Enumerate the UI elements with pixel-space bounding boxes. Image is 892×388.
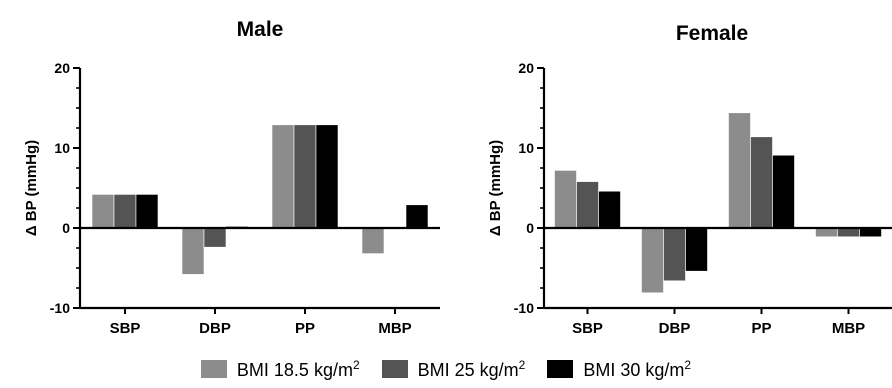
female-bar-sbp-series-3 <box>598 190 621 229</box>
male-y-tick-label--10: -10 <box>50 300 70 316</box>
female-bar-pp-series-2 <box>750 136 773 229</box>
male-y-axis-label: Δ BP (mmHg) <box>23 140 40 236</box>
female-y-tick-label-0: 0 <box>526 220 534 236</box>
female-title: Female <box>676 22 748 45</box>
legend-item-bmi-30: BMI 30 kg/m2 <box>547 358 691 381</box>
female-bar-mbp-series-3 <box>859 227 882 238</box>
female-y-tick-label-10: 10 <box>518 140 534 156</box>
female-category-label-mbp: MBP <box>832 320 865 337</box>
legend-swatch-bmi-18-5 <box>200 360 227 378</box>
legend-item-bmi-25: BMI 25 kg/m2 <box>381 357 526 381</box>
female-panel: Female Δ BP (mmHg) SBP DBP PP MBP -10 0 10 20 <box>487 22 892 337</box>
male-title: Male <box>237 18 284 41</box>
legend-swatch-bmi-25 <box>381 360 408 378</box>
male-y-tick-label-20: 20 <box>54 60 70 76</box>
legend-label-bmi-30: BMI 30 kg/m2 <box>583 357 692 380</box>
male-bar-sbp-series-1 <box>91 194 115 229</box>
male-category-label-sbp: SBP <box>110 320 141 337</box>
legend-label-bmi-25: BMI 25 kg/m2 <box>417 357 526 380</box>
male-bar-mbp-series-3 <box>405 204 429 229</box>
legend-swatch-bmi-30 <box>547 360 574 378</box>
male-bar-pp-series-2 <box>293 124 317 229</box>
female-bar-mbp-series-1 <box>815 227 838 238</box>
male-category-label-mbp: MBP <box>378 320 411 337</box>
female-bar-pp-series-1 <box>728 112 751 229</box>
female-bar-pp-series-3 <box>772 154 795 229</box>
female-bar-dbp-series-1 <box>641 227 664 294</box>
female-bar-dbp-series-2 <box>663 227 686 282</box>
male-bar-pp-series-3 <box>315 124 339 229</box>
legend: BMI 18.5 kg/m2 BMI 25 kg/m2 BMI 30 kg/m2 <box>0 352 892 386</box>
male-bar-dbp-series-1 <box>181 227 205 275</box>
female-category-label-pp: PP <box>751 320 771 337</box>
female-bar-dbp-series-3 <box>685 227 708 272</box>
female-category-label-dbp: DBP <box>659 320 691 337</box>
figure: Male Δ BP (mmHg) SBP DBP PP MBP -10 0 10 20 Fem… <box>23 18 892 337</box>
legend-item-bmi-18-5: BMI 18.5 kg/m2 <box>200 357 360 381</box>
male-y-tick-label-10: 10 <box>54 140 70 156</box>
female-bar-mbp-series-2 <box>837 227 860 238</box>
female-y-tick-label-20: 20 <box>518 60 534 76</box>
male-category-label-dbp: DBP <box>199 320 231 337</box>
male-bar-mbp-series-1 <box>361 227 385 254</box>
legend-label-bmi-18-5: BMI 18.5 kg/m2 <box>236 357 360 380</box>
female-y-tick-label--10: -10 <box>514 300 534 316</box>
male-bar-pp-series-1 <box>271 124 295 229</box>
male-category-label-pp: PP <box>295 320 315 337</box>
female-bar-sbp-series-1 <box>554 170 577 229</box>
male-panel: Male Δ BP (mmHg) SBP DBP PP MBP -10 0 10 20 <box>23 18 440 337</box>
female-category-label-sbp: SBP <box>572 320 603 337</box>
male-y-tick-label-0: 0 <box>62 220 70 236</box>
female-bar-sbp-series-2 <box>576 181 599 229</box>
female-y-axis-label: Δ BP (mmHg) <box>487 140 504 236</box>
male-bar-sbp-series-2 <box>113 194 137 229</box>
male-bar-sbp-series-3 <box>135 194 159 229</box>
male-bar-dbp-series-2 <box>203 227 227 248</box>
